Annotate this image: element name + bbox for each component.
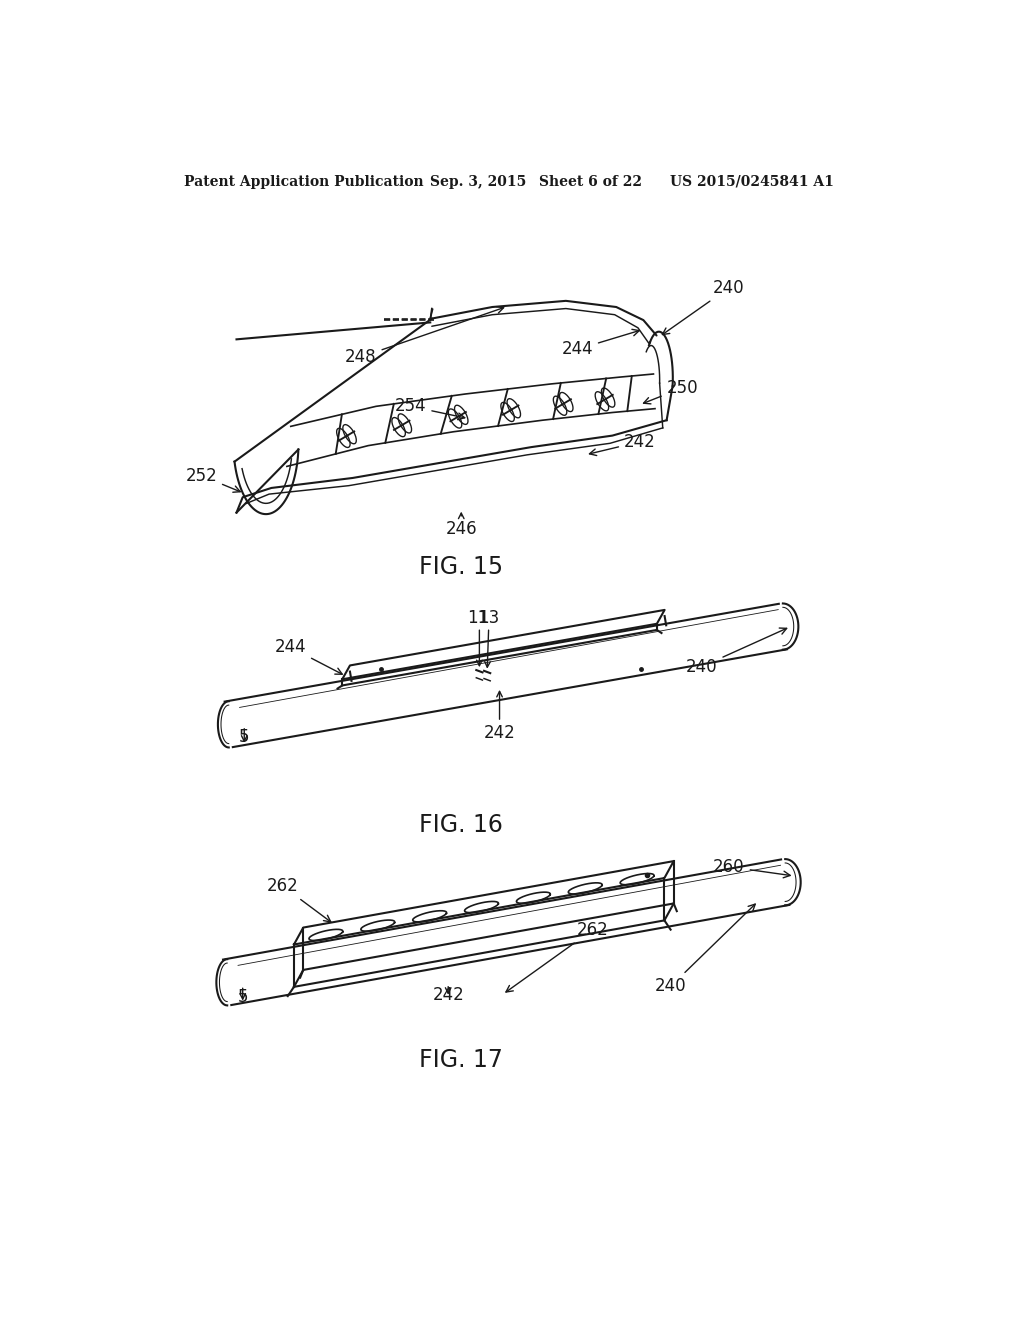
Text: 5: 5	[239, 729, 250, 746]
Text: 242: 242	[483, 725, 515, 742]
Text: 244: 244	[274, 639, 342, 675]
Text: 244: 244	[561, 329, 639, 358]
Text: 262: 262	[266, 876, 331, 921]
Text: 240: 240	[686, 628, 786, 676]
Text: 240: 240	[655, 904, 756, 995]
Text: 246: 246	[445, 520, 477, 539]
Text: 260: 260	[713, 858, 791, 878]
Text: FIG. 16: FIG. 16	[419, 813, 503, 837]
Text: 248: 248	[345, 306, 504, 366]
Text: 242: 242	[432, 986, 464, 1005]
Text: 262: 262	[506, 921, 609, 993]
Text: 252: 252	[185, 467, 241, 492]
Text: 242: 242	[590, 433, 655, 455]
Text: US 2015/0245841 A1: US 2015/0245841 A1	[671, 174, 835, 189]
Text: 254: 254	[394, 397, 465, 420]
Text: 5: 5	[238, 989, 248, 1006]
Text: FIG. 17: FIG. 17	[419, 1048, 503, 1072]
Text: FIG. 15: FIG. 15	[419, 554, 504, 579]
Text: Patent Application Publication: Patent Application Publication	[183, 174, 424, 189]
Text: Sheet 6 of 22: Sheet 6 of 22	[539, 174, 642, 189]
Text: Sep. 3, 2015: Sep. 3, 2015	[430, 174, 526, 189]
Text: 11: 11	[467, 610, 488, 627]
Text: 250: 250	[643, 379, 698, 404]
Text: 13: 13	[478, 610, 500, 627]
Text: 240: 240	[663, 279, 744, 334]
